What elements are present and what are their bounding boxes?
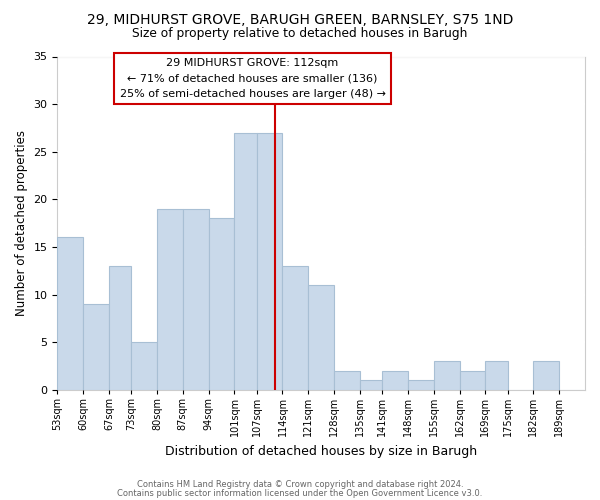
Bar xyxy=(533,362,559,390)
Bar xyxy=(308,285,334,390)
Bar xyxy=(485,362,508,390)
Bar xyxy=(434,362,460,390)
Bar xyxy=(382,371,408,390)
Bar xyxy=(58,238,83,390)
Text: Contains HM Land Registry data © Crown copyright and database right 2024.: Contains HM Land Registry data © Crown c… xyxy=(137,480,463,489)
Text: Size of property relative to detached houses in Barugh: Size of property relative to detached ho… xyxy=(133,28,467,40)
Bar xyxy=(334,371,360,390)
Bar xyxy=(183,209,209,390)
Bar xyxy=(131,342,157,390)
Bar xyxy=(209,218,235,390)
Text: 29 MIDHURST GROVE: 112sqm
← 71% of detached houses are smaller (136)
25% of semi: 29 MIDHURST GROVE: 112sqm ← 71% of detac… xyxy=(119,58,386,98)
Bar xyxy=(257,132,283,390)
Bar xyxy=(235,132,257,390)
Bar xyxy=(408,380,434,390)
Bar xyxy=(83,304,109,390)
Text: Contains public sector information licensed under the Open Government Licence v3: Contains public sector information licen… xyxy=(118,488,482,498)
Bar xyxy=(109,266,131,390)
X-axis label: Distribution of detached houses by size in Barugh: Distribution of detached houses by size … xyxy=(165,444,477,458)
Bar xyxy=(460,371,485,390)
Bar xyxy=(360,380,382,390)
Bar xyxy=(157,209,183,390)
Y-axis label: Number of detached properties: Number of detached properties xyxy=(15,130,28,316)
Bar xyxy=(283,266,308,390)
Text: 29, MIDHURST GROVE, BARUGH GREEN, BARNSLEY, S75 1ND: 29, MIDHURST GROVE, BARUGH GREEN, BARNSL… xyxy=(87,12,513,26)
